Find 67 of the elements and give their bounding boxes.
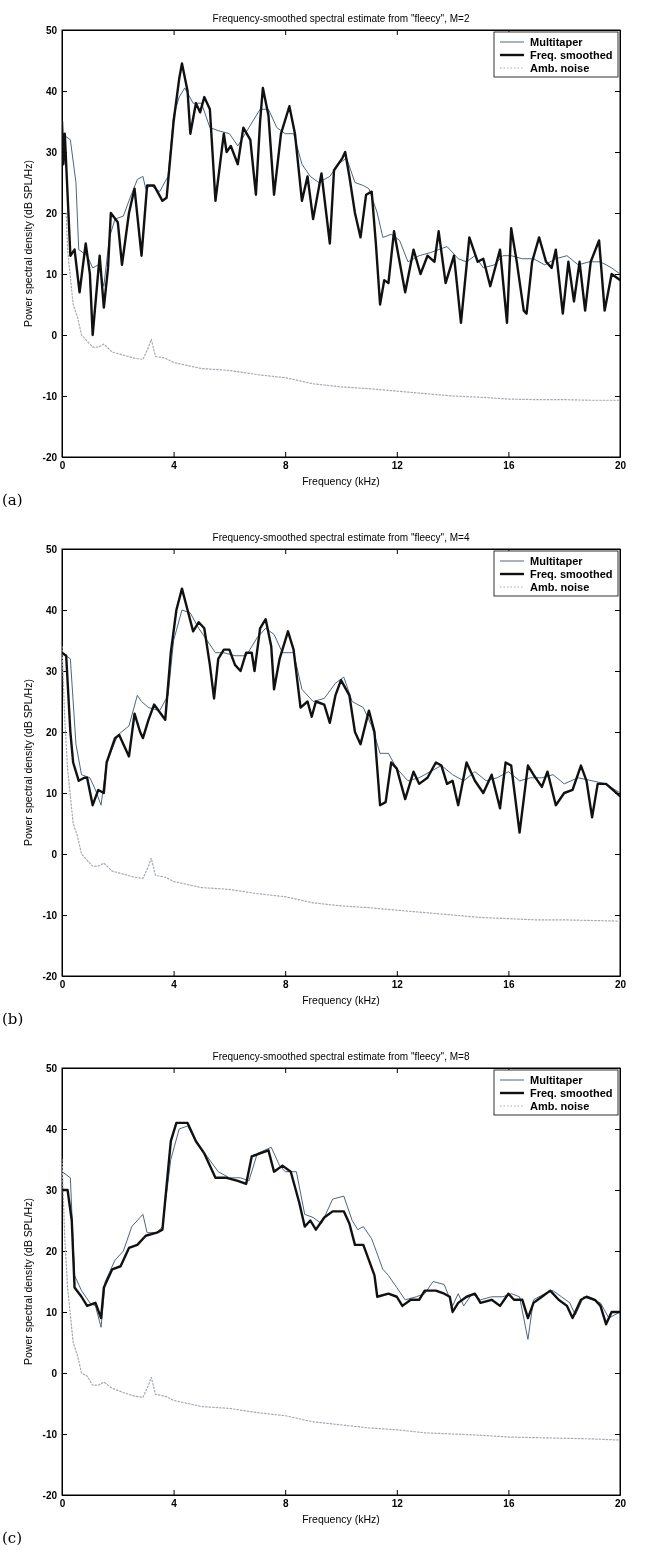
y-tick-label: 20 bbox=[45, 207, 58, 219]
x-tick-label: 12 bbox=[391, 460, 404, 472]
legend-label: Freq. smoothed bbox=[530, 1087, 613, 1099]
legend-label: Amb. noise bbox=[530, 62, 590, 74]
line-series bbox=[62, 646, 620, 922]
x-tick-label: 4 bbox=[171, 1498, 178, 1510]
x-tick-label: 4 bbox=[171, 460, 178, 472]
x-axis-title: Frequency (kHz) bbox=[302, 1513, 380, 1525]
y-tick-label: 40 bbox=[45, 1123, 58, 1135]
x-tick-label: 4 bbox=[171, 979, 178, 991]
x-tick-label: 0 bbox=[59, 1498, 66, 1510]
y-tick-label: -10 bbox=[42, 909, 58, 921]
line-series bbox=[62, 1158, 620, 1441]
y-tick-label: 20 bbox=[45, 1245, 58, 1257]
legend-label: Multitaper bbox=[530, 1074, 584, 1086]
x-tick-label: 16 bbox=[503, 979, 515, 991]
y-axis-title: Power spectral density (dB SPL/Hz) bbox=[22, 1198, 34, 1365]
x-tick-label: 12 bbox=[391, 979, 404, 991]
y-tick-label: -20 bbox=[42, 970, 58, 982]
y-tick-label: -20 bbox=[42, 451, 58, 463]
x-tick-label: 0 bbox=[59, 460, 66, 472]
y-tick-label: 50 bbox=[45, 1062, 58, 1074]
text: (a) bbox=[2, 491, 23, 509]
y-tick-label: 0 bbox=[51, 1367, 58, 1379]
chart-title: Frequency-smoothed spectral estimate from "fleecy", M=2 bbox=[212, 13, 470, 24]
y-tick-label: 10 bbox=[45, 1306, 58, 1318]
text: (b) bbox=[2, 1010, 24, 1028]
y-tick-label: 10 bbox=[45, 787, 58, 799]
y-tick-label: -10 bbox=[42, 1428, 58, 1440]
x-tick-label: 20 bbox=[614, 979, 627, 991]
y-tick-label: 50 bbox=[45, 24, 58, 36]
x-tick-label: 0 bbox=[59, 979, 66, 991]
x-tick-label: 20 bbox=[614, 460, 627, 472]
line-series bbox=[65, 212, 620, 401]
legend-label: Amb. noise bbox=[530, 581, 590, 593]
y-axis-title: Power spectral density (dB SPL/Hz) bbox=[22, 679, 34, 846]
y-tick-label: 30 bbox=[45, 665, 58, 677]
y-tick-label: 40 bbox=[45, 604, 58, 616]
y-axis-title: Power spectral density (dB SPL/Hz) bbox=[22, 160, 34, 327]
legend-label: Freq. smoothed bbox=[530, 568, 613, 580]
y-tick-label: 10 bbox=[45, 268, 58, 280]
legend-label: Freq. smoothed bbox=[530, 49, 613, 61]
x-tick-label: 8 bbox=[282, 979, 289, 991]
y-tick-label: 0 bbox=[51, 848, 58, 860]
line-series bbox=[62, 62, 620, 337]
x-axis-title: Frequency (kHz) bbox=[302, 475, 380, 487]
x-tick-label: 16 bbox=[503, 460, 515, 472]
x-tick-label: 20 bbox=[614, 1498, 627, 1510]
chart-title: Frequency-smoothed spectral estimate from "fleecy", M=8 bbox=[212, 1051, 470, 1062]
x-tick-label: 8 bbox=[282, 460, 289, 472]
text: (c) bbox=[2, 1529, 23, 1547]
y-tick-label: 50 bbox=[45, 543, 58, 555]
legend-label: Multitaper bbox=[530, 555, 584, 567]
y-tick-label: 20 bbox=[45, 726, 58, 738]
x-tick-label: 12 bbox=[391, 1498, 404, 1510]
y-tick-label: 40 bbox=[45, 85, 58, 97]
y-tick-label: 0 bbox=[51, 329, 58, 341]
y-tick-label: 30 bbox=[45, 1184, 58, 1196]
x-tick-label: 8 bbox=[282, 1498, 289, 1510]
legend-label: Amb. noise bbox=[530, 1100, 590, 1112]
y-tick-label: -20 bbox=[42, 1489, 58, 1501]
x-tick-label: 16 bbox=[503, 1498, 515, 1510]
y-tick-label: -10 bbox=[42, 390, 58, 402]
legend-label: Multitaper bbox=[530, 36, 584, 48]
x-axis-title: Frequency (kHz) bbox=[302, 994, 380, 1006]
y-tick-label: 30 bbox=[45, 146, 58, 158]
chart-title: Frequency-smoothed spectral estimate from "fleecy", M=4 bbox=[212, 532, 470, 543]
